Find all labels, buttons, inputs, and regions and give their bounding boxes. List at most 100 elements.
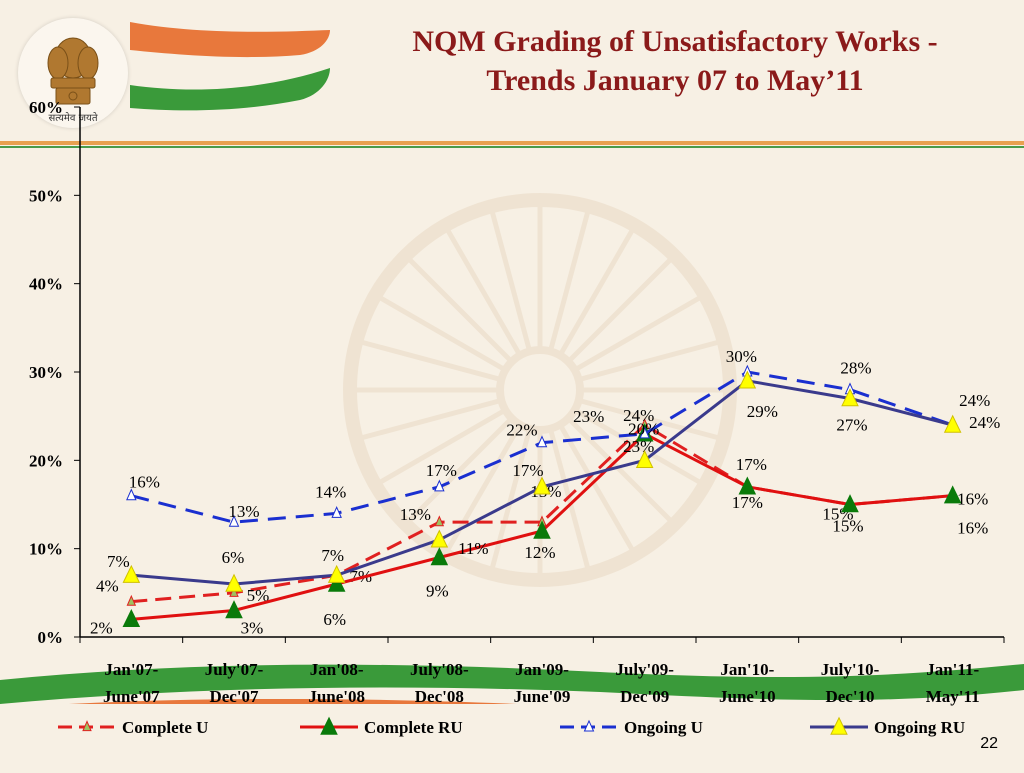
chakra-spoke	[573, 295, 702, 373]
chakra-spoke	[489, 210, 533, 353]
data-point	[533, 520, 551, 539]
chakra-spoke	[557, 423, 635, 552]
x-tick-label: Jan'08-	[310, 660, 364, 679]
data-point	[126, 594, 137, 606]
data-label: 5%	[247, 586, 270, 605]
bottom-green-swoosh	[0, 664, 1024, 704]
data-label: 16%	[129, 473, 160, 492]
data-point	[430, 547, 449, 566]
data-label: 14%	[315, 482, 346, 501]
data-point	[536, 435, 548, 448]
data-label: 13%	[400, 505, 431, 524]
data-label: 20%	[628, 419, 659, 438]
data-point	[122, 608, 141, 628]
slide-number: 22	[980, 735, 998, 752]
lion-capital-icon	[47, 37, 99, 105]
data-label: 24%	[623, 406, 654, 425]
x-tick-label: Jan'11-	[926, 660, 979, 679]
chakra-spoke	[577, 339, 720, 383]
chakra-spoke	[360, 397, 503, 441]
data-label: 30%	[726, 347, 757, 366]
chakra-spoke	[378, 407, 507, 485]
data-label: 6%	[323, 610, 346, 629]
legend-label: Ongoing RU	[874, 718, 965, 737]
data-point	[533, 476, 551, 495]
data-label: 11%	[458, 539, 489, 558]
data-label: 17%	[736, 455, 767, 474]
data-point	[841, 388, 859, 407]
y-tick-label: 10%	[29, 540, 63, 559]
legend-label: Complete U	[122, 718, 208, 737]
title-rule-green	[0, 146, 1024, 148]
legend-label: Ongoing U	[624, 718, 703, 737]
x-tick-label: Dec'10	[825, 687, 874, 706]
data-point	[943, 414, 962, 433]
series-ongoing-ru: 7% 6% 7% 11% 17% 20% 29% 27% 24%	[107, 370, 1000, 592]
data-point	[635, 449, 654, 469]
data-label: 12%	[524, 543, 555, 562]
x-tick-label: July'07-	[205, 660, 264, 679]
x-tick-label: June'07	[103, 687, 160, 706]
x-tick-label: Dec'08	[415, 687, 464, 706]
data-point	[126, 488, 137, 501]
chakra-spoke	[360, 339, 503, 383]
bottom-band	[0, 704, 1024, 734]
legend-marker	[82, 720, 92, 732]
data-label: 24%	[959, 391, 990, 410]
data-label: 17%	[732, 493, 763, 512]
legend-label: Complete RU	[364, 718, 463, 737]
x-tick-label: July'09-	[615, 660, 674, 679]
x-tick-label: June'10	[719, 687, 776, 706]
data-label: 2%	[90, 618, 113, 637]
emblem-caption: सत्यमेव जयते	[48, 113, 98, 124]
data-point	[738, 370, 757, 389]
data-point	[225, 573, 243, 592]
legend-marker	[320, 716, 338, 735]
x-tick-label: Dec'09	[620, 687, 669, 706]
legend: Complete U Complete RU Ongoing U Ongoing RU	[58, 716, 965, 737]
green-swoosh	[130, 68, 330, 111]
y-tick-label: 30%	[29, 363, 63, 382]
data-point	[331, 506, 342, 518]
data-label: 23%	[573, 407, 604, 426]
x-tick-label: Jan'07-	[104, 660, 158, 679]
chakra-spoke	[547, 210, 591, 353]
saffron-swoosh	[130, 22, 330, 58]
chakra-spoke	[407, 416, 514, 523]
data-label: 28%	[840, 359, 871, 378]
chakra-spoke	[378, 295, 507, 373]
chakra-spoke	[573, 407, 702, 485]
data-label: 7%	[321, 546, 344, 565]
chakra-spoke	[547, 427, 591, 570]
data-point	[122, 564, 141, 583]
data-point	[943, 485, 962, 504]
x-tick-label: Dec'07	[209, 687, 259, 706]
title-line-1: NQM Grading of Unsatisfactory Works -	[412, 25, 938, 58]
data-point	[434, 479, 445, 492]
series-ongoing-u: 16% 13% 14% 17% 22% 23% 30% 28% 24%	[126, 347, 990, 527]
data-label: 17%	[512, 461, 543, 480]
data-point	[327, 564, 346, 583]
y-tick-label: 20%	[29, 451, 63, 470]
title-rule-saffron	[0, 141, 1024, 145]
data-label: 3%	[241, 619, 264, 638]
data-point	[841, 494, 859, 513]
data-label: 16%	[957, 490, 988, 509]
data-label: 9%	[426, 582, 449, 601]
x-tick-label: Jan'09-	[515, 660, 569, 679]
emblem: सत्यमेव जयते	[18, 18, 128, 128]
slide-title: NQM Grading of Unsatisfactory Works - Tr…	[330, 22, 1020, 100]
y-tick-label: 60%	[29, 98, 63, 117]
chakra-spoke	[566, 416, 673, 523]
data-point	[738, 476, 757, 495]
data-label: 22%	[506, 421, 537, 440]
data-label: 29%	[747, 402, 778, 421]
data-point	[434, 515, 445, 527]
chakra-spoke	[557, 228, 635, 357]
chakra-spoke	[445, 228, 523, 357]
x-tick-label: July'08-	[410, 660, 469, 679]
title-line-2: Trends January 07 to May’11	[486, 64, 864, 97]
chakra-spoke	[407, 257, 514, 364]
